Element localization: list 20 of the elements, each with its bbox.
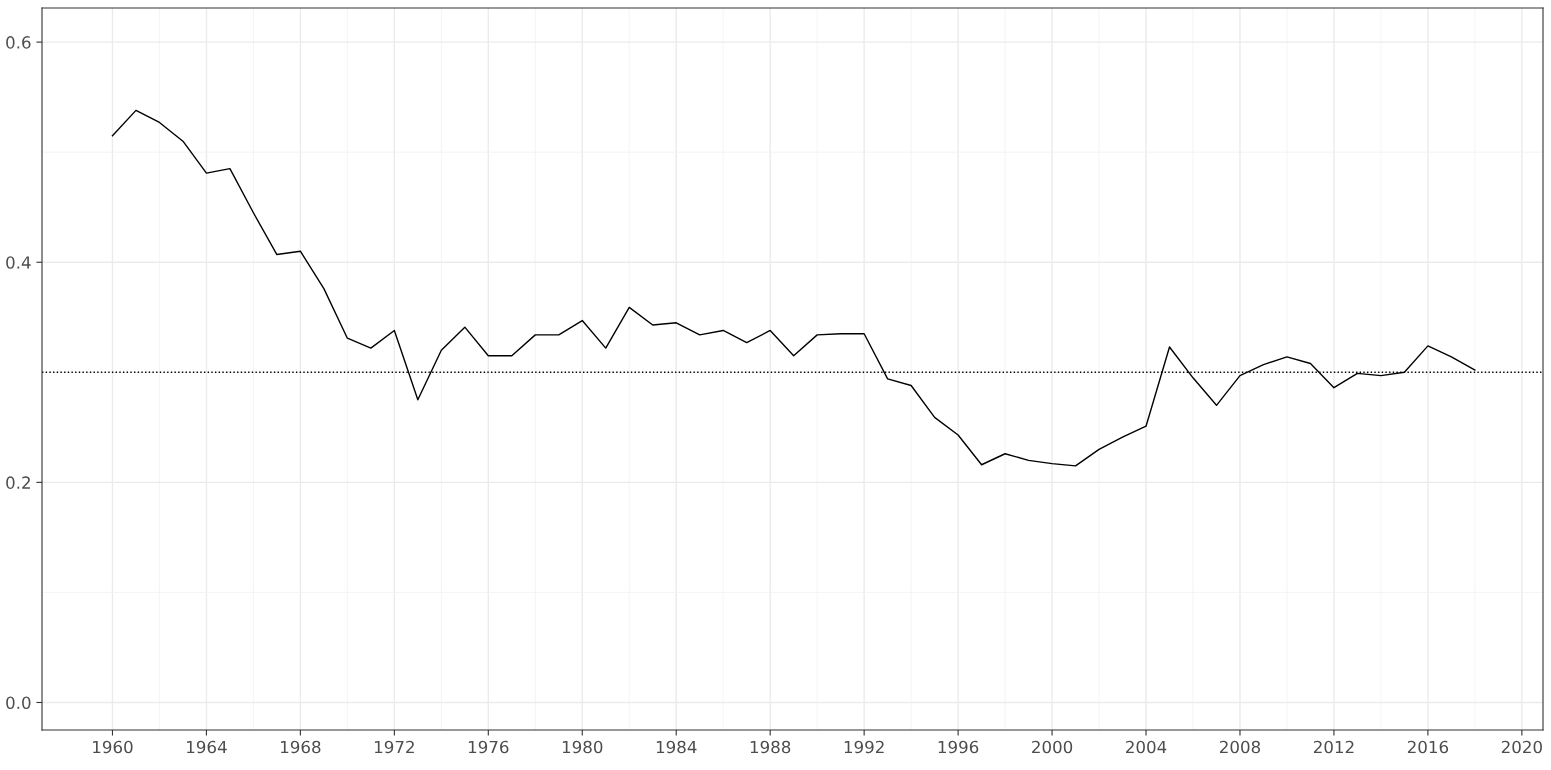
x-tick-label: 2000 [1032,740,1073,754]
y-tick-label: 0.0 [6,696,31,710]
x-tick-label: 2016 [1407,740,1449,754]
x-tick-label: 1996 [938,740,979,754]
x-tick-label: 1980 [562,740,603,754]
x-tick-label: 2020 [1501,740,1542,754]
x-tick-label: 1968 [281,740,321,754]
x-tick-label: 2004 [1126,740,1167,754]
x-tick-label: 1992 [844,740,884,754]
x-tick-label: 1964 [187,740,227,754]
x-tick-label: 2012 [1313,740,1354,754]
y-tick-label: 0.6 [6,36,31,49]
x-tick-label: 2008 [1219,740,1261,754]
x-tick-label: 1988 [750,740,791,754]
x-tick-label: 1972 [374,740,414,754]
y-tick-label: 0.4 [6,256,31,269]
x-tick-label: 1976 [468,740,509,754]
x-tick-label: 1984 [656,740,697,754]
y-tick-label: 0.2 [6,476,30,489]
x-tick-label: 1960 [93,740,133,754]
